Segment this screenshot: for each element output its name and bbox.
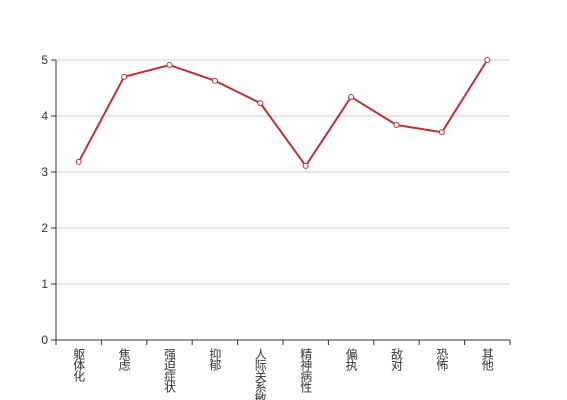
point bbox=[438, 129, 445, 136]
x-tick-label: 人际关系敏感 bbox=[253, 348, 267, 400]
x-tick-label: 偏执 bbox=[344, 347, 358, 372]
point bbox=[121, 73, 128, 80]
x-tick-label: 躯体化 bbox=[72, 347, 86, 383]
y-tick-label: 1 bbox=[41, 277, 48, 291]
y-tick-label: 5 bbox=[41, 53, 48, 67]
y-tick-label: 4 bbox=[41, 109, 48, 123]
y-tick-label: 0 bbox=[41, 333, 48, 347]
x-tick-label: 精神病性 bbox=[299, 348, 313, 394]
point bbox=[484, 57, 491, 63]
y-tick-label: 2 bbox=[41, 221, 48, 235]
point bbox=[393, 121, 400, 128]
line bbox=[77, 59, 489, 167]
point bbox=[257, 100, 264, 107]
x-tick-label: 其他 bbox=[480, 348, 494, 371]
point bbox=[211, 77, 218, 84]
point bbox=[302, 162, 309, 169]
x-tick-label: 强迫症状 bbox=[163, 348, 177, 393]
point bbox=[348, 93, 355, 100]
point bbox=[166, 62, 173, 69]
x-tick-label: 恐怖 bbox=[435, 348, 449, 371]
point bbox=[75, 158, 82, 165]
x-tick-label: 焦虑 bbox=[117, 348, 131, 371]
y-tick-label: 3 bbox=[41, 165, 48, 179]
x-tick-label: 敌对 bbox=[390, 347, 404, 371]
x-tick-label: 抑郁 bbox=[208, 347, 222, 372]
